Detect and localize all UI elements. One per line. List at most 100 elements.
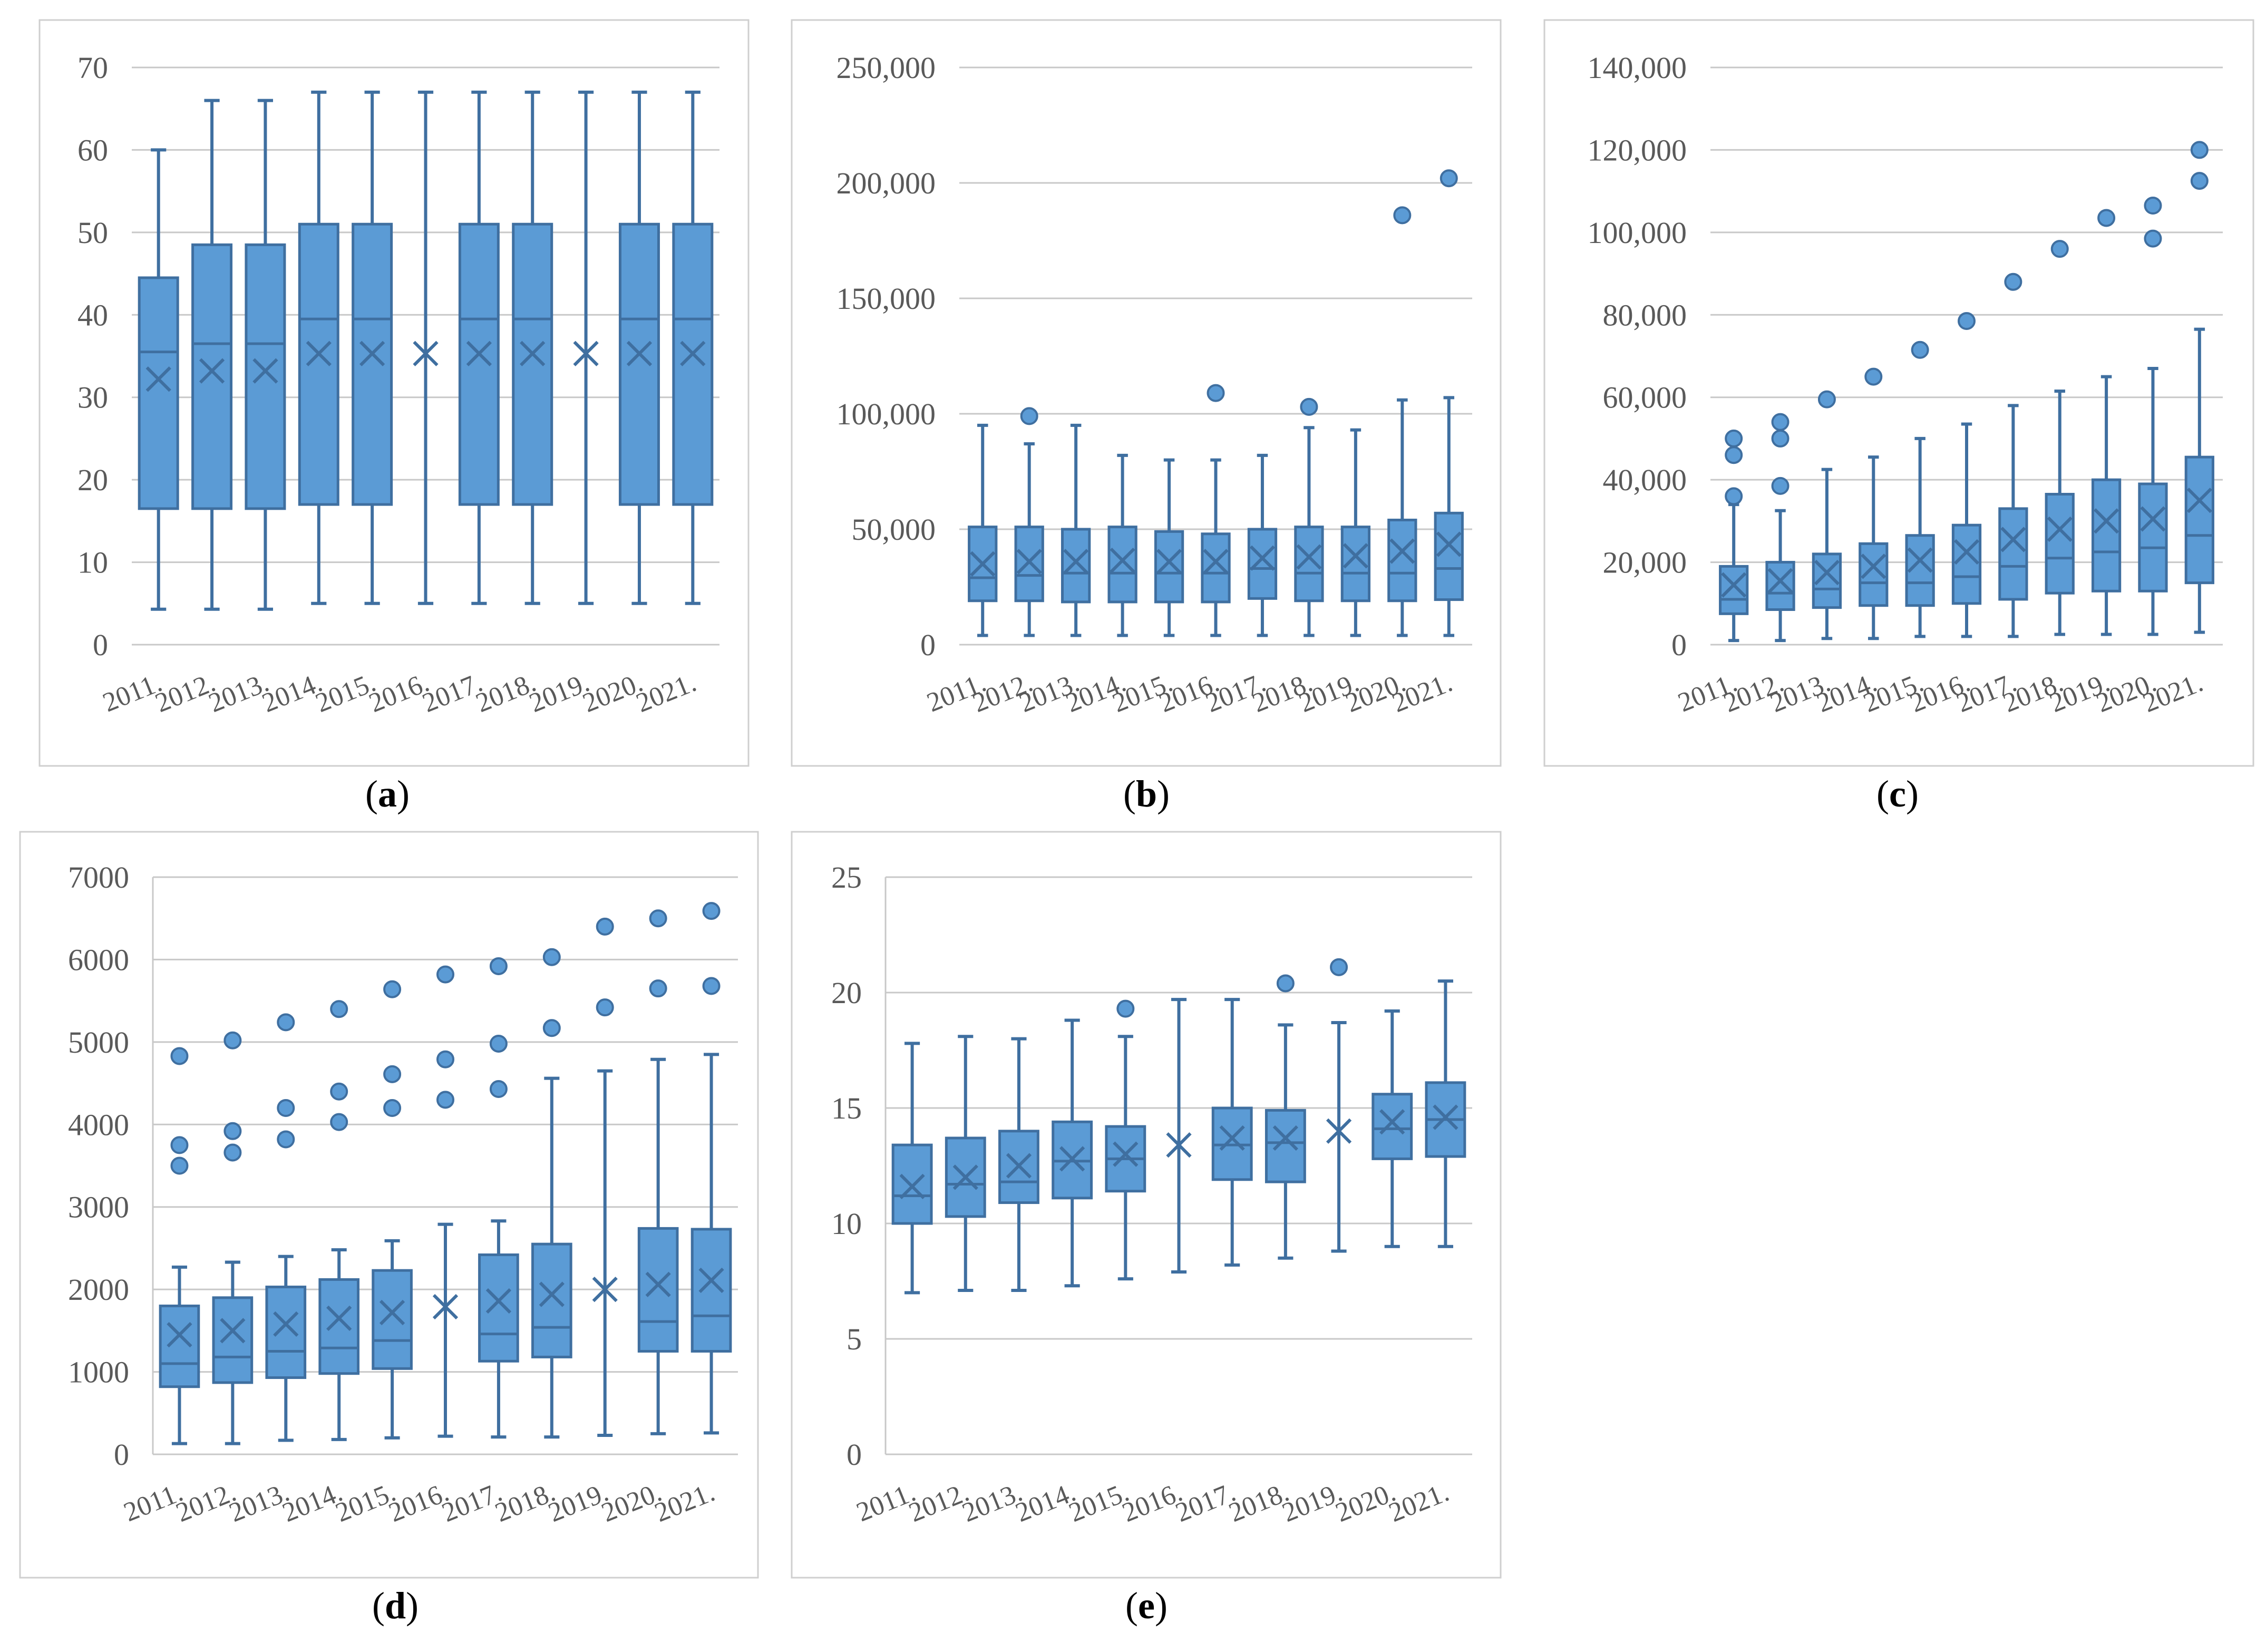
mean-marker <box>1721 572 1747 598</box>
y-tick-label: 50,000 <box>852 512 936 547</box>
mean-marker <box>680 341 706 366</box>
iqr-box <box>1372 1093 1413 1160</box>
outlier-point <box>489 1034 508 1053</box>
panel-caption-letter: e <box>1138 1585 1155 1627</box>
outlier-point <box>2050 240 2069 258</box>
y-tick-label: 6000 <box>68 942 129 977</box>
outlier-point <box>436 1050 454 1068</box>
outlier-point <box>1771 429 1790 448</box>
y-tick-label: 40 <box>77 298 108 332</box>
y-tick-label: 5 <box>847 1322 862 1356</box>
outlier-point <box>330 1082 348 1101</box>
outlier-point <box>1207 384 1225 402</box>
y-tick-label: 15 <box>831 1091 862 1125</box>
iqr-box <box>512 222 553 506</box>
outlier-point <box>170 1047 189 1065</box>
outlier-point <box>649 979 667 998</box>
panel-caption: (b) <box>1123 773 1170 815</box>
y-tick-label: 50 <box>77 216 108 250</box>
chart-panel-e: 05101520252011.2012.2013.2014.2015.2016.… <box>791 831 1502 1627</box>
outlier-point <box>2097 209 2116 227</box>
outlier-point <box>383 1065 402 1083</box>
outlier-point <box>1116 999 1135 1018</box>
panel-frame <box>19 831 759 1579</box>
mean-marker <box>466 341 492 366</box>
mean-marker <box>1326 1118 1352 1144</box>
panel-caption-letter: c <box>1889 773 1906 815</box>
outlier-point <box>1771 413 1790 431</box>
iqr-box <box>891 1143 933 1225</box>
panel-caption-letter: a <box>378 773 397 815</box>
mean-marker <box>220 1318 246 1344</box>
iqr-box <box>2184 455 2214 585</box>
mean-marker <box>1203 549 1229 575</box>
box-2011: 2011. <box>1674 429 1749 718</box>
iqr-box <box>1061 528 1091 604</box>
box-2021: 2021. <box>650 902 732 1528</box>
box-2015: 2015. <box>332 980 413 1528</box>
outlier-point <box>330 1113 348 1131</box>
outlier-point <box>1771 477 1790 495</box>
y-tick-label: 10 <box>831 1207 862 1241</box>
mean-marker <box>1389 538 1415 564</box>
iqr-box <box>191 243 233 510</box>
outlier-point <box>702 902 721 920</box>
outlier-point <box>2144 229 2162 248</box>
panel-caption: (c) <box>1876 773 1919 815</box>
outlier-point <box>330 1000 348 1018</box>
outlier-point <box>489 957 508 975</box>
y-tick-label: 3000 <box>68 1190 129 1225</box>
iqr-box <box>1951 523 1982 605</box>
outlier-point <box>596 917 614 936</box>
mean-marker <box>1113 1141 1139 1167</box>
mean-marker <box>1953 539 1980 565</box>
box-2017: 2017. <box>1202 453 1278 718</box>
y-tick-label: 40,000 <box>1603 463 1687 497</box>
mean-marker <box>379 1299 405 1326</box>
mean-marker <box>1016 549 1042 575</box>
iqr-box <box>265 1285 307 1379</box>
mean-marker <box>1296 544 1322 570</box>
mean-marker <box>2186 488 2212 513</box>
iqr-box <box>637 1227 679 1353</box>
mean-marker <box>2093 508 2119 534</box>
mean-marker <box>952 1164 978 1190</box>
box-2014: 2014. <box>258 90 339 718</box>
mean-marker <box>539 1281 565 1307</box>
iqr-box <box>531 1242 572 1358</box>
y-tick-label: 80,000 <box>1603 298 1687 332</box>
iqr-box <box>1107 526 1137 604</box>
chart-panel-a: 0102030405060702011.2012.2013.2014.2015.… <box>38 19 750 815</box>
iqr-box <box>618 222 660 506</box>
y-tick-label: 60 <box>77 133 108 167</box>
mean-marker <box>1907 547 1933 573</box>
iqr-box <box>1265 1109 1306 1183</box>
outlier-point <box>170 1136 189 1154</box>
panel-frame <box>791 19 1502 767</box>
y-tick-label: 60,000 <box>1603 381 1687 415</box>
y-tick-label: 0 <box>93 628 108 662</box>
iqr-box <box>245 243 286 510</box>
iqr-box <box>318 1278 360 1375</box>
y-tick-label: 5000 <box>68 1025 129 1060</box>
mean-marker <box>899 1173 925 1200</box>
mean-marker <box>306 341 332 366</box>
outlier-point <box>2190 141 2209 159</box>
mean-marker <box>1379 1109 1405 1135</box>
outlier-point <box>542 1019 561 1037</box>
mean-marker <box>1219 1125 1245 1151</box>
mean-marker <box>1861 553 1886 579</box>
y-tick-label: 20 <box>77 463 108 497</box>
y-tick-label: 30 <box>77 381 108 415</box>
mean-marker <box>2000 527 2026 552</box>
y-tick-label: 7000 <box>68 860 129 895</box>
iqr-box <box>1154 530 1184 604</box>
outlier-point <box>2144 197 2162 215</box>
outlier-point <box>1725 429 1743 448</box>
box-2017: 2017. <box>419 90 500 718</box>
iqr-box <box>2045 493 2075 595</box>
outlier-point <box>277 1099 295 1117</box>
iqr-box <box>1201 532 1231 604</box>
mean-marker <box>1156 549 1182 575</box>
outlier-point <box>489 1080 508 1099</box>
